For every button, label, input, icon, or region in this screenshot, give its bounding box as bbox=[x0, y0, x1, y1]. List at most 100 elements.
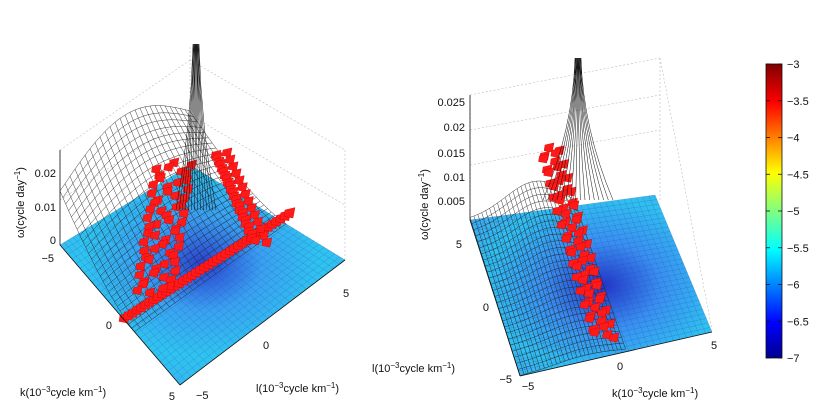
left-mesh-line-b-19 bbox=[114, 201, 261, 302]
left-grid-line-v-25 bbox=[159, 244, 320, 362]
right-mesh-line-a-18 bbox=[540, 180, 594, 354]
left-spire-line-12 bbox=[198, 43, 214, 211]
left-red-patch-78 bbox=[173, 241, 185, 251]
right-spire-line-1 bbox=[547, 57, 576, 201]
left-mesh-line-b-13 bbox=[97, 176, 239, 271]
left-red-patch-85 bbox=[169, 256, 181, 267]
right-spire-line-15 bbox=[580, 57, 614, 201]
left-red-patch-39 bbox=[283, 207, 296, 219]
right-mesh-line-b-20 bbox=[508, 312, 614, 340]
right-z-tick-4: 0.025 bbox=[437, 97, 465, 109]
right-grid-line-u-29 bbox=[648, 195, 706, 334]
left-red-patch-97 bbox=[157, 283, 169, 293]
right-spire-line-11 bbox=[579, 57, 595, 201]
left-mesh-line-b-15 bbox=[102, 184, 246, 282]
left-spire-line-6 bbox=[194, 43, 197, 211]
colorbar-tick-label-1: −3.5 bbox=[787, 96, 809, 108]
right-z-tick-2: 0.015 bbox=[437, 148, 465, 160]
right-red-patch-4 bbox=[538, 153, 549, 164]
left-k-tick-1: 0 bbox=[106, 320, 112, 332]
right-grid-line-u-28 bbox=[642, 196, 700, 335]
right-red-patch-26 bbox=[571, 214, 582, 224]
left-grid-line-v-27 bbox=[167, 250, 330, 372]
right-spire-line-2 bbox=[552, 57, 577, 201]
left-grid-line-u-29 bbox=[185, 167, 340, 265]
left-spire-line-1 bbox=[178, 43, 194, 211]
right-k-tick-1: 0 bbox=[617, 361, 623, 373]
left-red-patch-66 bbox=[163, 214, 175, 225]
left-z-tick-0: 0 bbox=[50, 235, 56, 247]
left-z-tick-2: 0.02 bbox=[35, 168, 56, 180]
right-mesh-line-a-16 bbox=[532, 181, 586, 356]
left-spire-line-4 bbox=[188, 43, 196, 211]
left-red-patch-90 bbox=[148, 267, 160, 278]
left-spire bbox=[175, 43, 217, 211]
left-l-axis bbox=[179, 259, 346, 386]
colorbar-tick-label-3: −4.5 bbox=[787, 169, 809, 181]
right-red-mesh bbox=[538, 142, 620, 343]
left-spire-line-8 bbox=[196, 43, 201, 211]
left-spire-line-11 bbox=[197, 43, 211, 211]
right-mesh-line-a-17 bbox=[536, 181, 590, 355]
left-red-patch-89 bbox=[170, 265, 181, 276]
left-red-patch-84 bbox=[143, 254, 155, 265]
right-red-patch-62 bbox=[584, 313, 595, 323]
left-k-axis bbox=[59, 244, 181, 386]
left-spire-line-2 bbox=[181, 43, 195, 211]
colorbar-tick-label-7: −6.5 bbox=[787, 316, 809, 328]
right-red-patch-45 bbox=[589, 266, 600, 277]
left-red-mesh bbox=[118, 147, 296, 324]
left-k-tick-0: −5 bbox=[41, 253, 54, 265]
left-red-patch-73 bbox=[149, 230, 161, 240]
right-l-tick-1: 0 bbox=[483, 302, 489, 314]
left-l-tick-1: 0 bbox=[263, 340, 269, 352]
colorbar-tick-label-5: −5.5 bbox=[787, 243, 809, 255]
right-red-patch-43 bbox=[572, 261, 583, 271]
right-spire-line-9 bbox=[578, 57, 586, 201]
right-surface-plot: 0.005 0.01 0.015 0.02 0.025 ω(cycle day−… bbox=[372, 57, 717, 400]
left-red-patch-76 bbox=[138, 236, 150, 247]
right-mesh-line-b-13 bbox=[494, 266, 599, 297]
right-spire-line-12 bbox=[579, 57, 600, 201]
left-l-tick-2: 5 bbox=[343, 288, 349, 300]
left-mesh-line-b-26 bbox=[134, 223, 287, 332]
left-spire-line-13 bbox=[198, 43, 217, 211]
right-mesh-line-b-26 bbox=[519, 348, 626, 376]
right-grid-line-u-30 bbox=[654, 194, 713, 333]
left-red-patch-79 bbox=[149, 243, 161, 254]
right-spire-line-14 bbox=[580, 57, 609, 201]
left-red-patch-56 bbox=[179, 192, 190, 203]
right-grid-line-v-29 bbox=[518, 327, 711, 371]
right-l-tick-2: −5 bbox=[499, 374, 512, 386]
left-grid-line-v-28 bbox=[171, 253, 335, 376]
right-grid-line-u-27 bbox=[636, 197, 693, 337]
right-k-tick-2: 5 bbox=[711, 340, 717, 352]
right-mesh-line-b-25 bbox=[518, 342, 624, 370]
left-red-patch-65 bbox=[142, 212, 153, 223]
right-z-tick-0: 0.005 bbox=[437, 196, 465, 208]
right-k-tick-0: −5 bbox=[522, 381, 535, 393]
left-red-patch-99 bbox=[144, 287, 156, 298]
left-l-tick-0: −5 bbox=[196, 390, 209, 402]
left-red-patch-42 bbox=[163, 162, 174, 172]
left-grid-line-v-26 bbox=[163, 247, 325, 367]
right-l-tick-0: 5 bbox=[456, 239, 462, 251]
left-red-patch-49 bbox=[172, 177, 184, 188]
right-red-patch-69 bbox=[608, 332, 620, 343]
right-spire-line-5 bbox=[566, 57, 578, 201]
right-red-patch-38 bbox=[566, 247, 577, 257]
left-spire-line-10 bbox=[197, 43, 208, 211]
right-spire bbox=[542, 57, 614, 201]
right-red-patch-67 bbox=[589, 327, 601, 337]
left-surface-plot: 0 0.01 0.02 ω(cycle day−1) −5 0 5 k(10−3… bbox=[8, 43, 354, 403]
right-spire-line-4 bbox=[561, 57, 577, 201]
colorbar-ticks: −3 −3.5 −4 −4.5 −5 −5.5 −6 −6.5 −7 bbox=[766, 59, 809, 365]
right-red-patch-23 bbox=[552, 205, 563, 216]
right-red-patch-55 bbox=[594, 294, 605, 304]
right-k-axis-label: k(10−3cycle km−1) bbox=[612, 386, 698, 400]
right-z-axis-label: ω(cycle day−1) bbox=[417, 169, 431, 240]
right-red-patch-52 bbox=[575, 285, 586, 296]
colorbar-tick-label-8: −7 bbox=[787, 353, 800, 365]
left-mesh-line-a-21 bbox=[164, 105, 258, 245]
